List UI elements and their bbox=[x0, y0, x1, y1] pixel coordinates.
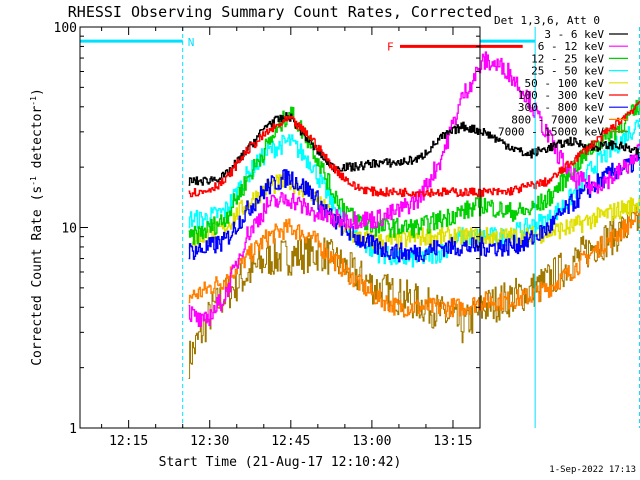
series-line-4 bbox=[188, 119, 640, 268]
legend-label-9: 7000 - 15000 keV bbox=[498, 126, 604, 139]
x-tick-label: 12:45 bbox=[271, 434, 310, 449]
x-tick-label: 12:30 bbox=[190, 434, 229, 449]
chart-title: RHESSI Observing Summary Count Rates, Co… bbox=[68, 3, 492, 21]
x-axis-label: Start Time (21-Aug-17 12:10:42) bbox=[159, 455, 402, 470]
x-tick-label: 13:00 bbox=[352, 434, 391, 449]
series-line-7 bbox=[188, 154, 640, 263]
y-tick-label: 100 bbox=[54, 21, 77, 36]
series-layer bbox=[188, 51, 640, 379]
legend-header: Det 1,3,6, Att 0 bbox=[494, 14, 600, 27]
legend-label-3: 12 - 25 keV bbox=[531, 52, 604, 65]
x-tick-label: 12:15 bbox=[109, 434, 148, 449]
series-line-1 bbox=[188, 112, 640, 186]
legend-label-2: 6 - 12 keV bbox=[538, 40, 605, 53]
y-tick-label: 10 bbox=[61, 222, 77, 237]
y-axis-label: Corrected Count Rate (s-1 detector-1) bbox=[29, 88, 45, 366]
x-tick-label: 13:15 bbox=[433, 434, 472, 449]
legend-label-8: 800 - 7000 keV bbox=[511, 113, 604, 126]
series-line-3 bbox=[188, 97, 640, 245]
legend-label-1: 3 - 6 keV bbox=[544, 28, 604, 41]
legend-label-4: 25 - 50 keV bbox=[531, 65, 604, 78]
footer-timestamp: 1-Sep-2022 17:13 bbox=[549, 465, 636, 475]
y-tick-label: 1 bbox=[69, 422, 77, 437]
flare-label: F bbox=[387, 40, 394, 53]
axis-layer: 12:15 12:30 12:45 13:00 13:15 1 10 100 bbox=[54, 21, 480, 449]
legend-label-6: 100 - 300 keV bbox=[518, 89, 604, 102]
series-line-8 bbox=[188, 208, 640, 318]
series-line-9 bbox=[188, 204, 640, 379]
series-line-6 bbox=[188, 99, 640, 198]
legend-label-5: 50 - 100 keV bbox=[525, 77, 605, 90]
night-label: N bbox=[188, 36, 195, 49]
legend-label-7: 300 - 800 keV bbox=[518, 101, 604, 114]
